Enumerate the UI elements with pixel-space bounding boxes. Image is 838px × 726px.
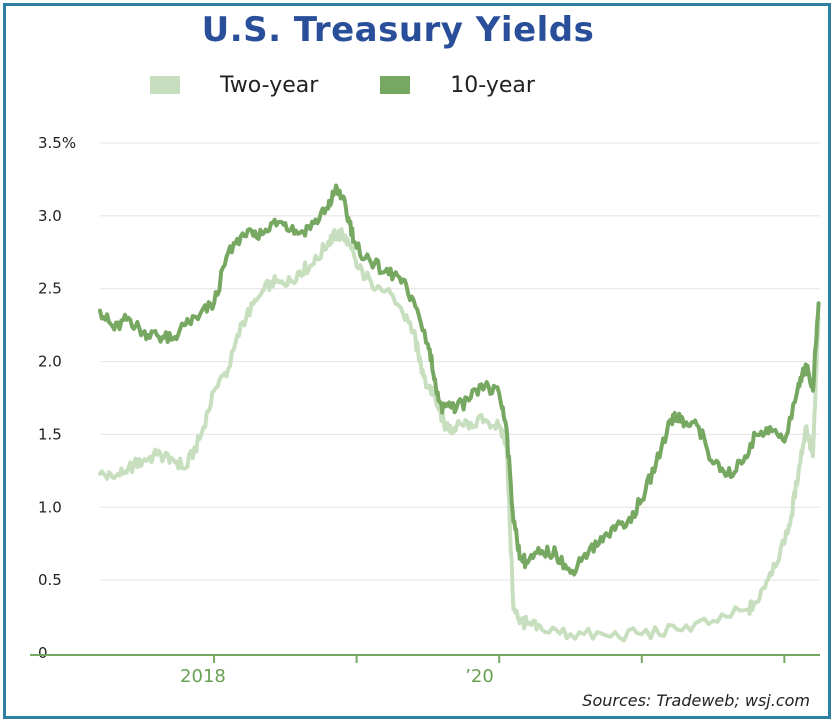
y-tick-label-3: 1.5 [38, 425, 62, 443]
y-tick-label-1: 0.5 [38, 571, 62, 589]
y-tick-label-7: 3.5% [38, 134, 76, 152]
legend-swatch-two-year [150, 76, 180, 94]
y-tick-label-4: 2.0 [38, 353, 62, 371]
chart-title: U.S. Treasury Yields [201, 10, 595, 50]
source-note: Sources: Tradeweb; wsj.com [582, 691, 810, 710]
y-tick-label-0: 0 [38, 644, 48, 662]
chart-frame [3, 3, 831, 719]
legend-item-ten-year: 10-year [380, 73, 535, 98]
legend-label-ten-year: 10-year [450, 72, 535, 98]
legend-item-two-year: Two-year [150, 73, 318, 98]
x-tick-label-0: 2018 [180, 666, 226, 687]
legend-swatch-ten-year [380, 76, 411, 94]
chart-legend: Two-year 10-year [150, 70, 597, 100]
y-tick-label-2: 1.0 [38, 498, 62, 516]
series-line-ten-year [98, 183, 821, 577]
legend-label-two-year: Two-year [220, 72, 319, 98]
series-line-two-year [98, 227, 821, 643]
x-tick-label-1: ’20 [465, 666, 494, 687]
y-tick-label-6: 3.0 [38, 207, 62, 225]
y-tick-label-5: 2.5 [38, 280, 62, 298]
